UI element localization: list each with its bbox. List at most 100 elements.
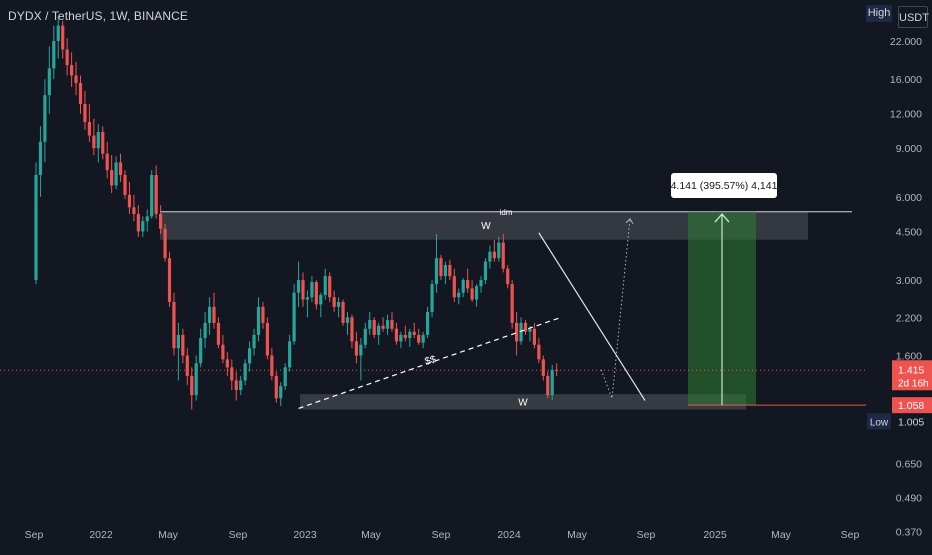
candle-body — [92, 135, 96, 149]
candle-body — [181, 334, 185, 356]
level-price-tag — [892, 397, 932, 414]
candle-body — [430, 284, 434, 312]
date-tick: May — [158, 529, 179, 541]
current-price-value: 1.415 — [898, 364, 924, 376]
high-button[interactable]: High — [866, 5, 892, 22]
candle-body — [408, 331, 412, 339]
candle-body — [225, 359, 229, 368]
liquidity-label: $$ — [424, 354, 438, 367]
candle-body — [474, 286, 479, 300]
candle-body — [390, 320, 394, 329]
candle-body — [185, 355, 189, 376]
candle-body — [292, 292, 296, 342]
price-tick: 3.000 — [896, 275, 922, 287]
candle-body — [310, 282, 314, 298]
candle-body — [497, 242, 501, 259]
candle-body — [381, 325, 385, 329]
date-tick: Sep — [841, 529, 860, 541]
low-badge — [867, 413, 891, 430]
candle-body — [34, 175, 38, 281]
candle-body — [239, 380, 243, 391]
candle-body — [314, 282, 318, 305]
candle-body — [439, 258, 443, 277]
candle-body — [546, 375, 550, 396]
candle-body — [47, 68, 51, 96]
candle-body — [399, 334, 403, 342]
candle-body — [270, 355, 274, 376]
candle-body — [212, 306, 216, 323]
candle-body — [203, 322, 207, 339]
candle-body — [61, 25, 65, 50]
candle-body — [190, 375, 194, 396]
candle-body — [523, 322, 528, 332]
candle-body — [470, 288, 474, 300]
date-tick: Sep — [25, 529, 44, 541]
candle-body — [532, 328, 536, 345]
projection-arrowhead — [625, 217, 634, 225]
candle-body — [337, 301, 341, 307]
candle-body — [159, 214, 163, 229]
candle-body — [105, 153, 109, 171]
date-tick: 2023 — [293, 529, 317, 541]
candle-body — [248, 348, 252, 364]
bottom-w-label: W — [518, 398, 528, 409]
candle-body — [328, 276, 332, 298]
candle-body — [537, 344, 541, 360]
candle-body — [172, 301, 176, 349]
candle-body — [234, 380, 238, 391]
candle-body — [394, 328, 399, 342]
candle-body — [372, 320, 376, 335]
currency-button[interactable]: USDT — [898, 6, 929, 28]
chart-title: DYDX / TetherUS, 1W, BINANCE — [8, 9, 188, 23]
candle-body — [150, 175, 154, 217]
level-price-value: 1.058 — [898, 400, 924, 412]
candle-body — [256, 306, 261, 335]
liquidity-trendline — [298, 316, 562, 409]
candle-body — [341, 301, 345, 323]
candle-body — [345, 317, 350, 323]
candle-body — [501, 242, 505, 269]
candle-body — [136, 214, 140, 232]
candle-body — [506, 268, 510, 285]
candle-body — [279, 386, 283, 399]
candle-body — [141, 221, 145, 232]
candle-body — [426, 311, 430, 335]
candle-body — [221, 344, 225, 360]
candle-body — [216, 322, 221, 345]
candle-body — [466, 280, 470, 289]
demand-zone — [300, 394, 746, 410]
candle-body — [114, 162, 118, 186]
price-tick: 1.600 — [896, 351, 922, 363]
candle-body — [359, 344, 363, 356]
candle-body — [252, 334, 256, 349]
candle-body — [194, 363, 198, 396]
candle-body — [492, 251, 496, 259]
idm-label: idm — [500, 208, 513, 217]
candle-body — [301, 280, 305, 300]
price-tick: 2.200 — [896, 312, 922, 324]
candle-body — [288, 341, 292, 368]
candle-body — [354, 341, 358, 356]
candle-body — [118, 162, 123, 176]
candle-body — [434, 258, 439, 285]
candle-body — [483, 261, 488, 281]
price-tick: 22.000 — [890, 36, 922, 48]
candle-body — [87, 121, 91, 136]
measure-arrowhead — [714, 212, 730, 223]
price-tick: 0.370 — [896, 526, 922, 538]
candle-body — [283, 367, 287, 387]
price-tick: 4.500 — [896, 226, 922, 238]
low-value: 1.005 — [898, 416, 924, 428]
descending-trendline — [538, 232, 646, 401]
candle-body — [145, 216, 149, 222]
candle-body — [199, 338, 203, 364]
candle-body — [74, 75, 78, 83]
price-tick: 6.000 — [896, 192, 922, 204]
candle-body — [274, 375, 278, 399]
candle-body — [417, 334, 421, 343]
current-price-tag — [892, 360, 932, 391]
date-tick: Sep — [229, 529, 248, 541]
candle-body — [83, 104, 87, 122]
